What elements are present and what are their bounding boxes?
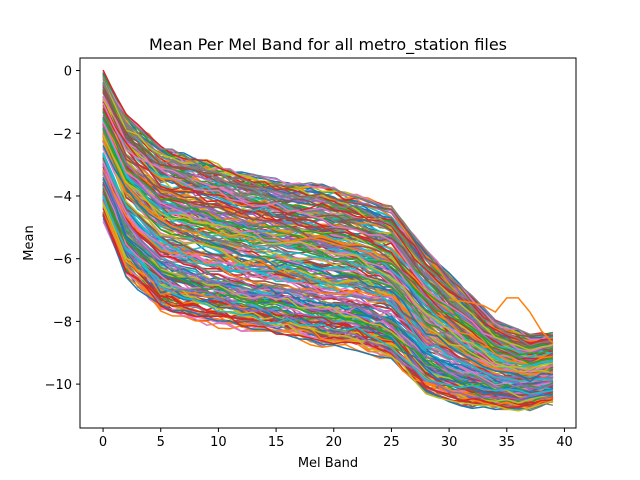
x-tick-label: 25 — [383, 435, 400, 450]
series-line — [102, 195, 554, 395]
series-line — [102, 177, 554, 396]
chart-title: Mean Per Mel Band for all metro_station … — [149, 35, 507, 55]
y-tick-label: −2 — [53, 127, 72, 142]
series-line — [102, 166, 554, 383]
x-tick-label: 20 — [325, 435, 342, 450]
series-line — [102, 76, 553, 347]
series-line — [102, 120, 553, 368]
series-line — [102, 127, 554, 365]
series-line — [102, 101, 553, 346]
series-line — [102, 135, 554, 371]
series-line — [102, 143, 554, 374]
y-tick-label: −6 — [53, 253, 72, 268]
series-line — [102, 145, 553, 383]
series-line — [102, 187, 554, 392]
series-line — [102, 116, 554, 363]
y-tick-label: −10 — [45, 378, 72, 393]
series-line — [102, 213, 553, 409]
x-axis-label: Mel Band — [298, 456, 358, 471]
y-tick-label: 0 — [64, 65, 72, 80]
x-tick-label: 5 — [157, 435, 165, 450]
y-axis-ticks: 0 −2 −4 −6 −8 −10 — [45, 65, 80, 393]
series-line — [102, 89, 553, 338]
series-line — [102, 102, 554, 353]
x-tick-label: 35 — [499, 435, 516, 450]
series-line — [102, 78, 553, 337]
series-line — [102, 133, 554, 365]
series-line — [102, 69, 553, 344]
series-line — [102, 76, 553, 352]
series-line — [102, 153, 553, 382]
series-line — [102, 119, 554, 369]
series-line — [102, 215, 554, 411]
x-axis-ticks: 0 5 10 15 20 25 30 35 40 — [99, 428, 573, 450]
outlier-series-line — [448, 297, 554, 344]
x-tick-label: 10 — [210, 435, 227, 450]
x-tick-label: 30 — [441, 435, 458, 450]
x-tick-label: 0 — [99, 435, 107, 450]
series-lines — [102, 69, 554, 412]
series-line — [102, 185, 553, 389]
x-tick-label: 40 — [556, 435, 573, 450]
series-line — [102, 104, 554, 352]
series-line — [102, 194, 554, 404]
plot-frame — [79, 57, 577, 429]
x-tick-label: 15 — [268, 435, 285, 450]
series-line — [102, 208, 553, 399]
series-line — [102, 171, 554, 391]
y-axis-label: Mean — [22, 225, 37, 260]
series-line — [102, 118, 554, 356]
y-tick-label: −8 — [53, 315, 72, 330]
series-line — [102, 79, 554, 353]
series-line — [102, 91, 553, 347]
series-line — [102, 199, 554, 401]
y-tick-label: −4 — [53, 190, 72, 205]
